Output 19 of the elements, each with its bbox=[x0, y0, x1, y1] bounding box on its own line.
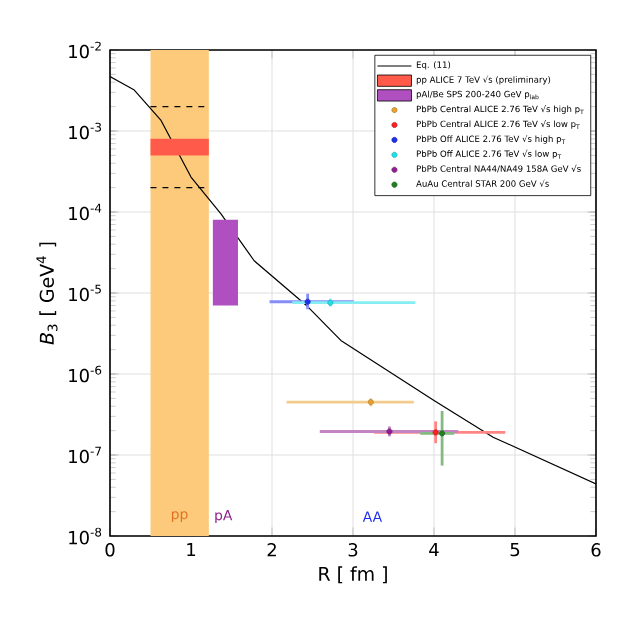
point bbox=[439, 430, 446, 437]
x-tick-label: 6 bbox=[591, 543, 601, 557]
x-tick-label: 3 bbox=[348, 543, 358, 557]
y-tick-label: 10$^{-8}$ bbox=[69, 527, 102, 545]
y-tick-label: 10$^{-6}$ bbox=[69, 365, 102, 383]
y-tick-label: 10$^{-4}$ bbox=[69, 203, 102, 221]
x-tick-label: 5 bbox=[510, 543, 520, 557]
point bbox=[432, 429, 439, 436]
x-axis-title: R [ fm ] bbox=[319, 566, 387, 584]
x-tick-label: 2 bbox=[267, 543, 276, 557]
y-tick-label: 10$^{-3}$ bbox=[69, 122, 102, 140]
y-tick-label: 10$^{-2}$ bbox=[69, 41, 101, 59]
point bbox=[304, 298, 311, 305]
y-axis-title: B$_{3}$ [ GeV$^{4}$ ] bbox=[36, 242, 58, 345]
x-tick-label: 4 bbox=[429, 543, 439, 557]
x-tick-label: 1 bbox=[187, 543, 196, 557]
y-tick-label: 10$^{-7}$ bbox=[69, 446, 101, 464]
x-tick-label: 0 bbox=[105, 543, 115, 557]
y-tick-label: 10$^{-5}$ bbox=[69, 284, 101, 302]
